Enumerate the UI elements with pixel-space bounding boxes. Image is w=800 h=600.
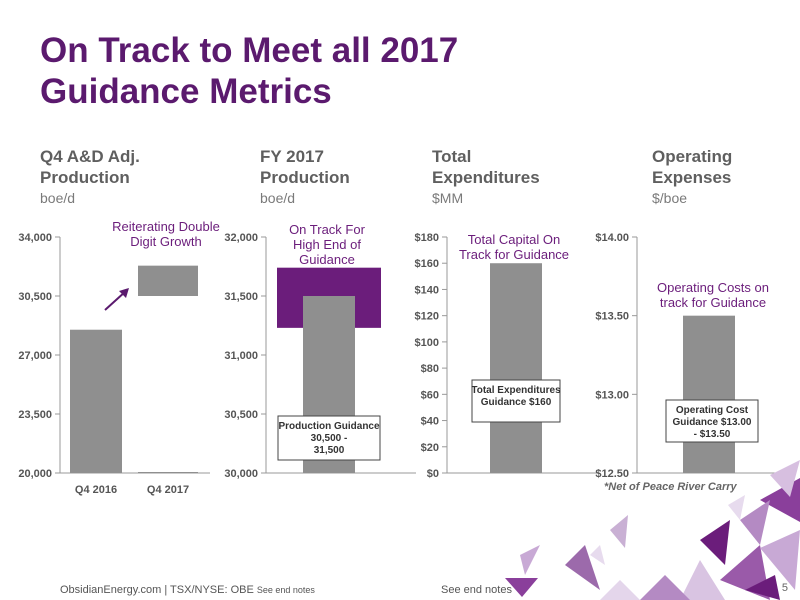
decorative-triangle [505, 578, 538, 597]
panel-unit: boe/d [260, 190, 296, 206]
decorative-triangle [700, 520, 730, 565]
decorative-triangle [680, 560, 725, 600]
decorative-triangle [745, 575, 780, 600]
panel-heading-text: Q4 A&D Adj. Production [40, 147, 140, 187]
panel-heading-opex: Operating Expenses $/boe [652, 146, 782, 209]
page-number: 5 [781, 582, 788, 594]
y-tick-label: 20,000 [18, 468, 52, 480]
y-tick-label: $80 [421, 363, 439, 375]
callout-box [665, 399, 759, 443]
annotation-label: Reiterating Double Digit Growth [112, 219, 220, 249]
bar [490, 263, 542, 473]
y-tick-label: $140 [415, 284, 439, 296]
decorative-triangle [740, 500, 770, 545]
growth-arrow-head [119, 288, 129, 298]
callout-label: Total Expenditures Guidance $160 [471, 385, 561, 408]
decorative-triangle [520, 545, 540, 575]
y-tick-label: $40 [421, 416, 439, 428]
y-tick-label: $13.00 [595, 389, 629, 401]
bar [683, 315, 735, 473]
y-tick-label: $120 [415, 311, 439, 323]
callout-label: Operating Cost Guidance $13.00- $13.50 [673, 405, 752, 440]
y-tick-label: 30,500 [224, 409, 258, 421]
panel-heading-text: FY 2017 Production [260, 147, 350, 187]
footer-site: ObsidianEnergy.com | TSX/NYSE: OBE [60, 584, 254, 596]
decorative-triangle [600, 580, 640, 600]
panel-unit: boe/d [40, 190, 76, 206]
callout-label: Production Guidance 30,500 -31,500 [278, 421, 380, 456]
decorative-triangle [590, 545, 605, 565]
y-tick-label: $0 [427, 468, 439, 480]
y-tick-label: 32,000 [224, 232, 258, 244]
decorative-triangle [610, 515, 628, 548]
annotation-label: Total Capital On Track for Guidance [459, 232, 569, 262]
y-tick-label: 31,000 [224, 350, 258, 362]
footnote: *Net of Peace River Carry [604, 481, 737, 493]
y-tick-label: $100 [415, 337, 439, 349]
panel-heading-text: Operating Expenses [652, 147, 733, 187]
decorative-triangle [728, 495, 745, 520]
y-tick-label: 23,500 [18, 409, 52, 421]
panel-heading-q4-production: Q4 A&D Adj. Production boe/d [40, 146, 200, 209]
y-tick-label: 34,000 [18, 232, 52, 244]
bar [70, 329, 122, 473]
range-bar [138, 265, 198, 296]
callout-box [277, 415, 381, 461]
panel-heading-text: Total Expenditures [432, 147, 540, 187]
x-tick-label: Q4 2016 [75, 484, 117, 496]
y-tick-label: $180 [415, 232, 439, 244]
y-tick-label: $13.50 [595, 311, 629, 323]
y-tick-label: 27,000 [18, 350, 52, 362]
y-tick-label: $60 [421, 389, 439, 401]
bar [138, 472, 198, 473]
y-tick-label: $14.00 [595, 232, 629, 244]
annotation-label: Operating Costs on track for Guidance [657, 280, 769, 310]
callout-box [471, 379, 561, 423]
footer-left: ObsidianEnergy.com | TSX/NYSE: OBE See e… [60, 584, 315, 596]
footer-end-notes-left: See end notes [256, 585, 315, 595]
y-tick-label: 30,500 [18, 291, 52, 303]
panel-heading-fy-production: FY 2017 Production boe/d [260, 146, 400, 209]
decorative-triangle [770, 460, 800, 497]
y-tick-label: $12.50 [595, 468, 629, 480]
footer-end-notes-center: See end notes [441, 584, 512, 596]
decorative-triangle [760, 530, 800, 590]
decorative-triangle [565, 545, 600, 590]
panel-heading-expenditures: Total Expenditures $MM [432, 146, 582, 209]
x-tick-label: Q4 2017 [147, 484, 189, 496]
y-tick-label: $20 [421, 442, 439, 454]
decorative-triangle [640, 575, 690, 600]
annotation-label: On Track For High End of Guidance [289, 222, 366, 267]
y-tick-label: $160 [415, 258, 439, 270]
panel-unit: $/boe [652, 190, 688, 206]
slide-title: On Track to Meet all 2017 Guidance Metri… [40, 31, 459, 111]
y-tick-label: 31,500 [224, 291, 258, 303]
y-tick-label: 30,000 [224, 468, 258, 480]
panel-unit: $MM [432, 190, 464, 206]
